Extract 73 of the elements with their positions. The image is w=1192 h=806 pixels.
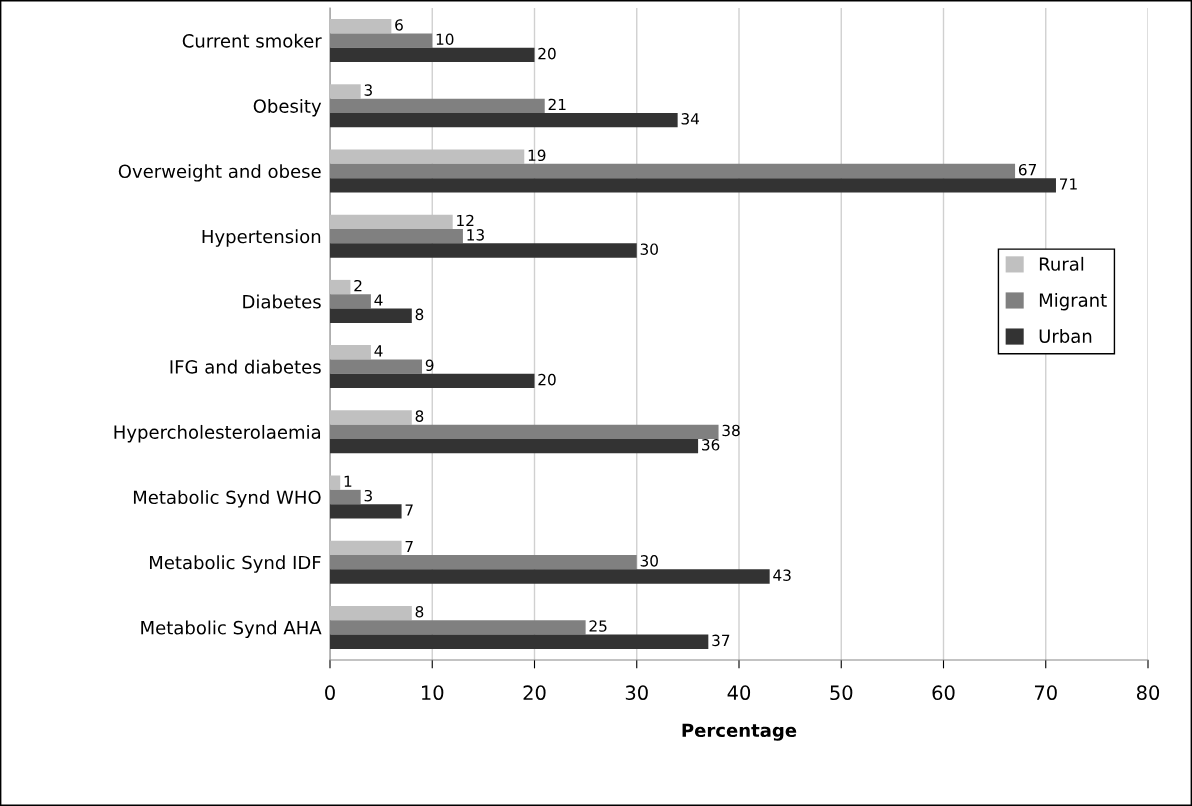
y-tick-label: Hypertension [202, 229, 321, 247]
bar [330, 504, 402, 519]
x-tick-label: 70 [1034, 685, 1057, 701]
data-label: 12 [457, 214, 474, 227]
legend-label: Rural [1039, 256, 1084, 271]
data-label: 20 [538, 47, 556, 60]
x-tick-label: 60 [932, 685, 955, 701]
bar [330, 605, 412, 621]
bar [330, 149, 525, 164]
bar [330, 112, 678, 128]
data-label: 67 [1018, 163, 1036, 176]
data-label: 10 [436, 33, 454, 46]
data-label: 30 [640, 555, 658, 567]
data-label: 7 [405, 504, 413, 516]
bar [330, 308, 412, 323]
y-tick-label: Overweight and obese [118, 164, 321, 182]
y-tick-label: Metabolic Synd AHA [141, 620, 322, 639]
bar [330, 19, 392, 34]
data-label: 8 [415, 410, 424, 422]
bar [330, 438, 699, 454]
data-label: 19 [528, 149, 546, 162]
bar [330, 47, 535, 63]
data-label: 4 [374, 345, 383, 357]
data-label: 4 [374, 294, 383, 306]
y-tick-label: Metabolic Synd WHO [133, 490, 321, 508]
data-label: 71 [1060, 178, 1077, 190]
y-tick-label: IFG and diabetes [170, 359, 321, 374]
bar [330, 634, 709, 649]
y-tick-label: Obesity [253, 98, 322, 117]
x-tick-label: 50 [830, 685, 853, 701]
bar [330, 243, 637, 258]
legend-label: Urban [1039, 329, 1092, 343]
data-label: 3 [364, 84, 372, 96]
bar [330, 540, 402, 556]
data-label: 8 [415, 308, 424, 321]
data-label: 30 [640, 243, 658, 255]
data-label: 25 [589, 620, 607, 632]
bar [330, 178, 1056, 193]
x-tick-label: 10 [422, 685, 444, 701]
data-label: 43 [773, 569, 791, 581]
data-label: 7 [405, 540, 413, 553]
bar [330, 475, 341, 490]
x-tick-label: 80 [1136, 685, 1160, 701]
y-tick-label: Metabolic Synd IDF [149, 555, 321, 573]
x-tick-label: 20 [523, 685, 546, 701]
legend-label: Migrant [1039, 292, 1107, 311]
x-tick-label: 0 [325, 685, 335, 701]
data-label: 9 [425, 359, 434, 372]
bar [330, 214, 453, 230]
data-label: 34 [681, 113, 700, 125]
x-tick-label: 30 [625, 685, 648, 701]
bar [330, 373, 535, 389]
x-axis-title: Percentage [682, 723, 797, 741]
x-tick-label: 40 [727, 685, 751, 701]
data-label: 2 [354, 279, 362, 292]
data-label: 36 [702, 439, 720, 451]
y-tick-label: Current smoker [182, 33, 322, 48]
bar [330, 84, 361, 99]
data-label: 1 [344, 475, 352, 487]
data-label: 38 [722, 424, 740, 437]
data-label: 13 [467, 229, 484, 241]
data-label: 6 [395, 19, 403, 31]
y-tick-label: Diabetes [243, 294, 321, 309]
bar [330, 569, 770, 584]
data-label: 37 [712, 634, 730, 647]
data-label: 8 [415, 605, 424, 618]
y-tick-label: Hypercholesterolaemia [114, 424, 321, 443]
bar [330, 345, 371, 360]
data-label: 20 [538, 373, 556, 386]
bar [330, 279, 351, 295]
data-label: 3 [364, 489, 372, 502]
data-label: 21 [548, 98, 566, 111]
bar [330, 410, 412, 425]
